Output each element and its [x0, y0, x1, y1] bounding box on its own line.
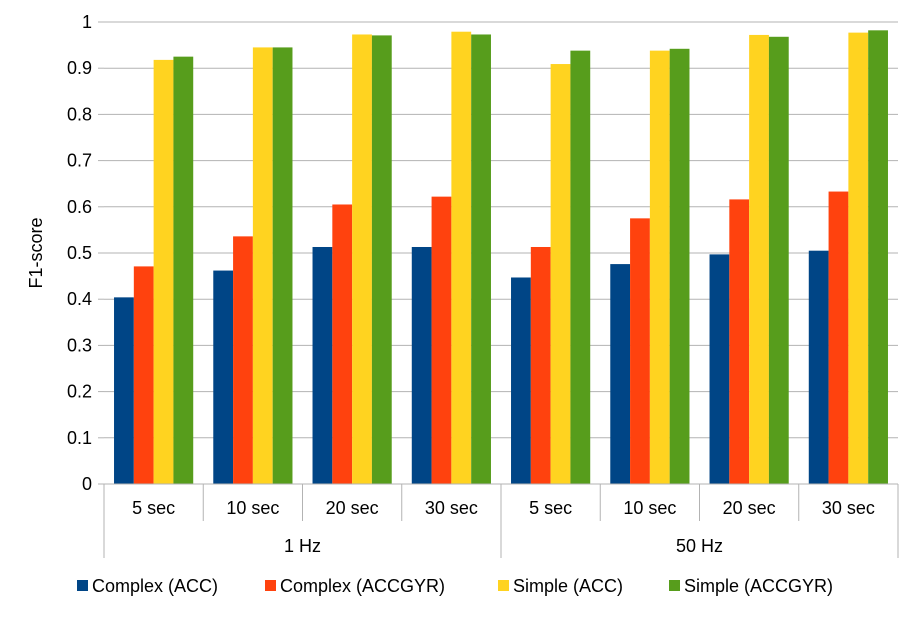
bar [332, 204, 353, 485]
bar [431, 196, 452, 485]
legend-label: Complex (ACC) [92, 576, 218, 596]
bar [173, 56, 194, 485]
x-tick-label: 10 sec [623, 498, 676, 518]
x-group-label: 50 Hz [676, 536, 723, 556]
legend-swatch [265, 580, 276, 591]
bar [570, 50, 591, 484]
y-tick-label: 0.2 [67, 382, 92, 402]
x-tick-label: 20 sec [723, 498, 776, 518]
legend-label: Complex (ACCGYR) [280, 576, 445, 596]
legend-label: Simple (ACCGYR) [684, 576, 833, 596]
x-group-label: 1 Hz [284, 536, 321, 556]
bar [272, 47, 293, 484]
bar [848, 32, 869, 484]
x-tick-label: 5 sec [132, 498, 175, 518]
x-tick-label: 10 sec [226, 498, 279, 518]
bar [610, 264, 631, 484]
x-tick-label: 30 sec [822, 498, 875, 518]
legend-swatch [77, 580, 88, 591]
bar-marks [114, 30, 888, 485]
bar [133, 266, 154, 484]
y-tick-label: 0.1 [67, 428, 92, 448]
bar [471, 34, 491, 484]
bar [729, 199, 750, 484]
x-tick-label: 5 sec [529, 498, 572, 518]
x-category-labels: 5 sec 10 sec 20 sec 30 sec 5 sec 10 sec 20 sec… [132, 498, 875, 556]
bar [213, 270, 234, 484]
bar [411, 246, 432, 484]
y-tick-label: 0 [82, 474, 92, 494]
y-tick-labels: 0 0.1 0.2 0.3 0.4 0.5 0.6 0.7 0.8 0.9 1 [67, 12, 92, 494]
x-tick-label: 20 sec [326, 498, 379, 518]
legend-swatch [498, 580, 509, 591]
bar [550, 64, 571, 485]
y-tick-label: 0.9 [67, 58, 92, 78]
bar [352, 34, 372, 484]
bar [312, 246, 333, 484]
bar [511, 277, 531, 484]
bar [451, 31, 472, 485]
axes [98, 21, 899, 558]
bar [768, 36, 789, 485]
bar [868, 30, 888, 484]
y-axis-label: F1-score [26, 217, 46, 288]
bar [828, 191, 849, 484]
bar [749, 34, 769, 484]
y-tick-label: 0.3 [67, 335, 92, 355]
x-tick-label: 30 sec [425, 498, 478, 518]
bar [630, 218, 650, 484]
bar [709, 254, 730, 484]
legend: Complex (ACC) Complex (ACCGYR) Simple (ACC… [77, 576, 833, 596]
y-tick-label: 0.8 [67, 104, 92, 124]
bar [233, 236, 253, 484]
y-tick-label: 1 [82, 12, 92, 32]
bar [252, 47, 273, 484]
bar [649, 50, 670, 484]
bar [530, 246, 551, 484]
legend-swatch [669, 580, 680, 591]
bar [153, 59, 174, 484]
y-tick-label: 0.4 [67, 289, 92, 309]
legend-label: Simple (ACC) [513, 576, 623, 596]
y-tick-label: 0.7 [67, 151, 92, 171]
bar [371, 35, 392, 484]
y-tick-label: 0.6 [67, 197, 92, 217]
bar [808, 250, 829, 484]
y-tick-label: 0.5 [67, 243, 92, 263]
bar [669, 48, 690, 485]
bar [114, 297, 134, 484]
